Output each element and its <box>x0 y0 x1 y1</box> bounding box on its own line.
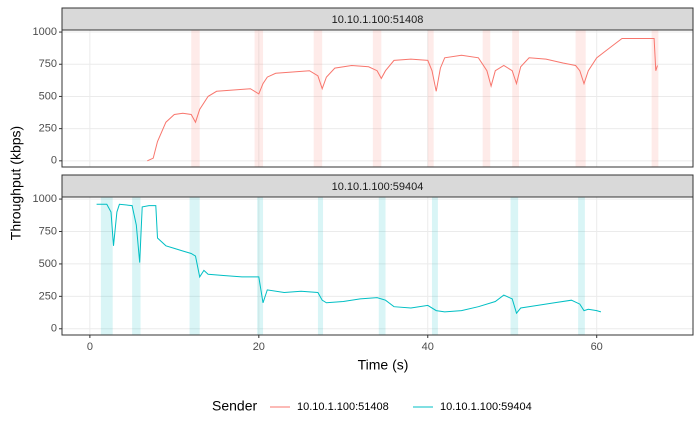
strip-label: 10.10.1.100:59404 <box>332 181 424 193</box>
x-axis-label: Time (s) <box>358 357 409 373</box>
line <box>96 203 602 315</box>
strip <box>61 174 694 198</box>
panel <box>62 197 693 335</box>
strip <box>61 7 694 31</box>
event-band <box>257 197 264 335</box>
x-tick-label: 0 <box>87 341 93 353</box>
y-tick-label: 1000 <box>33 193 57 205</box>
y-tick-label: 750 <box>39 225 57 237</box>
event-band <box>313 30 323 167</box>
event-band <box>651 30 659 167</box>
event-band <box>132 197 141 335</box>
event-band <box>578 197 585 335</box>
y-tick-label: 750 <box>39 58 57 70</box>
y-tick-label: 0 <box>51 323 57 335</box>
legend-label: 10.10.1.100:59404 <box>440 401 532 413</box>
y-tick-label: 500 <box>39 90 57 102</box>
event-band <box>427 30 434 167</box>
event-band <box>317 197 324 335</box>
event-band <box>431 197 438 335</box>
panel <box>62 30 693 167</box>
x-tick-label: 40 <box>422 341 434 353</box>
y-tick-label: 500 <box>39 258 57 270</box>
event-band <box>378 197 386 335</box>
strip-label: 10.10.1.100:51408 <box>332 14 424 26</box>
event-band <box>189 197 200 335</box>
y-tick-label: 250 <box>39 123 57 135</box>
event-band <box>191 30 200 167</box>
x-tick-label: 20 <box>253 341 265 353</box>
event-band <box>372 30 382 167</box>
y-tick-label: 250 <box>39 290 57 302</box>
line <box>147 38 658 162</box>
y-axis-label: Throughput (kbps) <box>8 126 24 240</box>
legend-label: 10.10.1.100:51408 <box>297 401 389 413</box>
event-band <box>254 30 264 167</box>
legend-title: Sender <box>212 398 257 414</box>
y-tick-label: 0 <box>51 155 57 167</box>
event-band <box>512 30 519 167</box>
event-band <box>510 197 519 335</box>
y-tick-label: 1000 <box>33 26 57 38</box>
event-band <box>482 30 491 167</box>
event-band <box>100 197 113 335</box>
event-band <box>575 30 586 167</box>
x-tick-label: 60 <box>591 341 603 353</box>
